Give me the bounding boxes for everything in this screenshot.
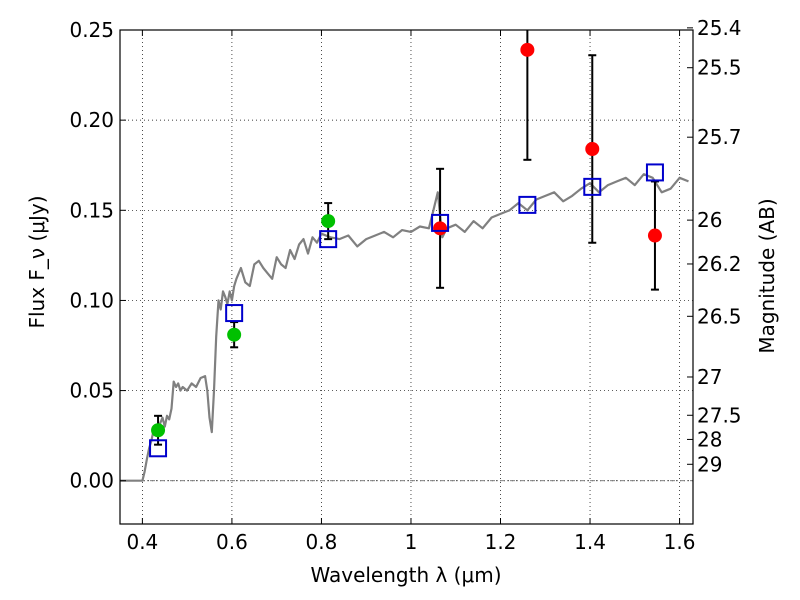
y-tick-label: 0.05 (69, 379, 114, 403)
x-tick-label: 1 (405, 530, 418, 554)
x-tick-label: 0.8 (306, 530, 338, 554)
axis-ticks: 0.4 0.6 0.8 1 1.2 1.4 1.6 0.00 0.05 0.10 0.15 0.20 0… (69, 16, 741, 554)
x-axis-label: Wavelength λ (μm) (310, 563, 501, 587)
y-tick-label: 0.25 (69, 18, 114, 42)
y2-tick-label: 26.5 (697, 304, 742, 328)
y-tick-label: 0.20 (69, 108, 114, 132)
data-point (647, 228, 662, 243)
y2-tick-label: 25.4 (697, 16, 742, 40)
model-photometry-point (225, 304, 244, 323)
y2-tick-label: 25.5 (697, 56, 742, 80)
model-photometry-point (645, 163, 664, 182)
y-axis-label: Flux F_ν (μJy) (25, 195, 49, 328)
plot-area (120, 30, 689, 482)
spectrum-line (120, 173, 689, 482)
model-photometry-point (431, 213, 450, 232)
x-tick-label: 1.6 (664, 530, 696, 554)
y-tick-label: 0.00 (69, 469, 114, 493)
y2-tick-label: 27 (697, 365, 722, 389)
data-point (321, 214, 336, 229)
data-point (585, 141, 600, 156)
y2-tick-label: 27.5 (697, 403, 742, 427)
y2-tick-label: 25.7 (697, 125, 742, 149)
model-photometry-point (583, 177, 602, 196)
y2-axis-label: Magnitude (AB) (755, 198, 779, 353)
model-photometry-point (518, 195, 537, 214)
data-point (227, 327, 242, 342)
x-tick-label: 1.2 (485, 530, 517, 554)
y-tick-label: 0.15 (69, 198, 114, 222)
model-photometry-point (319, 230, 338, 249)
y2-tick-label: 28 (697, 427, 722, 451)
model-photometry-point (149, 439, 168, 458)
y-tick-label: 0.10 (69, 288, 114, 312)
data-point (520, 42, 535, 57)
plot-frame (119, 29, 694, 525)
x-tick-label: 0.4 (126, 530, 158, 554)
grid (120, 29, 693, 524)
y2-tick-label: 29 (697, 452, 722, 476)
data-point (433, 221, 448, 236)
y2-tick-label: 26.2 (697, 252, 742, 276)
x-tick-label: 1.4 (574, 530, 606, 554)
x-tick-label: 0.6 (216, 530, 248, 554)
y2-tick-label: 26 (697, 208, 722, 232)
data-point (151, 423, 166, 438)
